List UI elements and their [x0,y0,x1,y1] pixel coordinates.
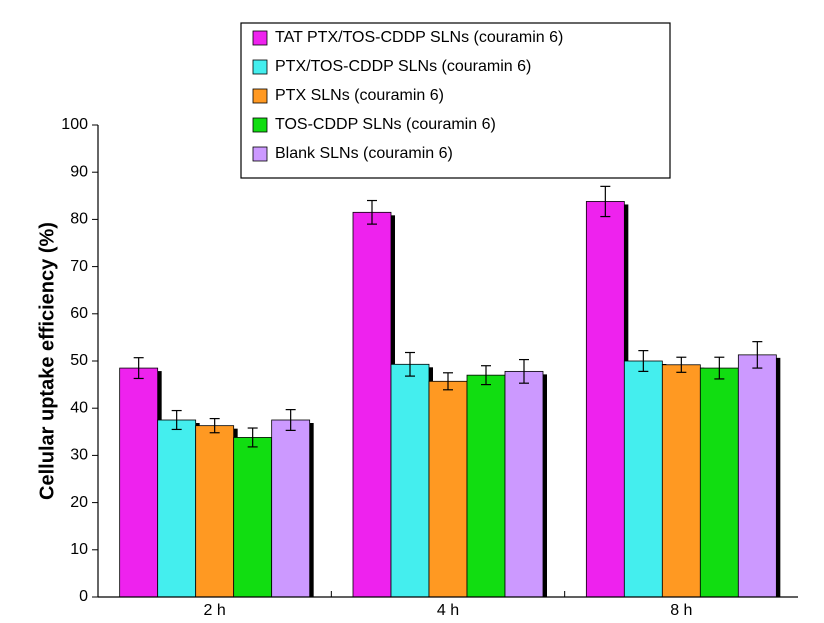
x-tick-label: 2 h [204,602,226,618]
legend-label: PTX SLNs (couramin 6) [275,87,444,104]
error-bar [133,357,144,380]
error-bar [600,185,611,218]
error-bar [443,372,453,391]
bar [466,374,506,598]
bar [119,367,159,598]
error-bar [638,350,649,372]
legend-swatch [252,117,268,133]
y-tick-label: 100 [61,116,88,133]
legend-swatch [252,59,268,75]
bar [504,370,544,598]
y-tick-label: 70 [70,258,88,275]
bar [428,380,468,598]
bar [352,211,392,598]
y-tick-label: 80 [70,211,88,228]
bar [233,437,273,598]
x-tick-label: 8 h [670,602,692,618]
legend-label: TAT PTX/TOS-CDDP SLNs (couramin 6) [275,29,563,46]
error-bar [405,351,415,377]
error-bar [367,199,377,225]
bar [271,419,311,598]
x-tick-label: 4 h [437,602,459,618]
error-bar [285,409,296,431]
bar [737,354,777,598]
legend-label: TOS-CDDP SLNs (couramin 6) [275,116,496,133]
error-bar [481,365,491,386]
error-bar [519,358,529,384]
bar [623,360,663,598]
bar [195,425,235,598]
y-tick-label: 0 [79,588,88,605]
error-bar [171,409,182,431]
y-tick-label: 20 [70,494,88,511]
legend-label: Blank SLNs (couramin 6) [275,145,453,162]
bar [585,201,625,598]
y-tick-label: 10 [70,541,88,558]
error-bar [752,341,763,369]
y-tick-label: 40 [70,399,88,416]
bar [699,367,739,598]
bar [390,363,430,598]
legend-swatch [252,30,268,46]
error-bar [714,356,725,380]
error-bar [209,417,220,434]
y-tick-label: 30 [70,447,88,464]
y-tick-label: 90 [70,163,88,180]
bar [157,419,197,598]
error-bar [247,427,258,448]
y-tick-label: 50 [70,352,88,369]
y-tick-label: 60 [70,305,88,322]
legend-swatch [252,146,268,162]
legend-label: PTX/TOS-CDDP SLNs (couramin 6) [275,58,531,75]
error-bar [676,356,687,373]
legend-box [240,22,671,179]
legend-swatch [252,88,268,104]
y-axis-label: Cellular uptake efficiency (%) [36,222,58,500]
bar [661,364,701,598]
